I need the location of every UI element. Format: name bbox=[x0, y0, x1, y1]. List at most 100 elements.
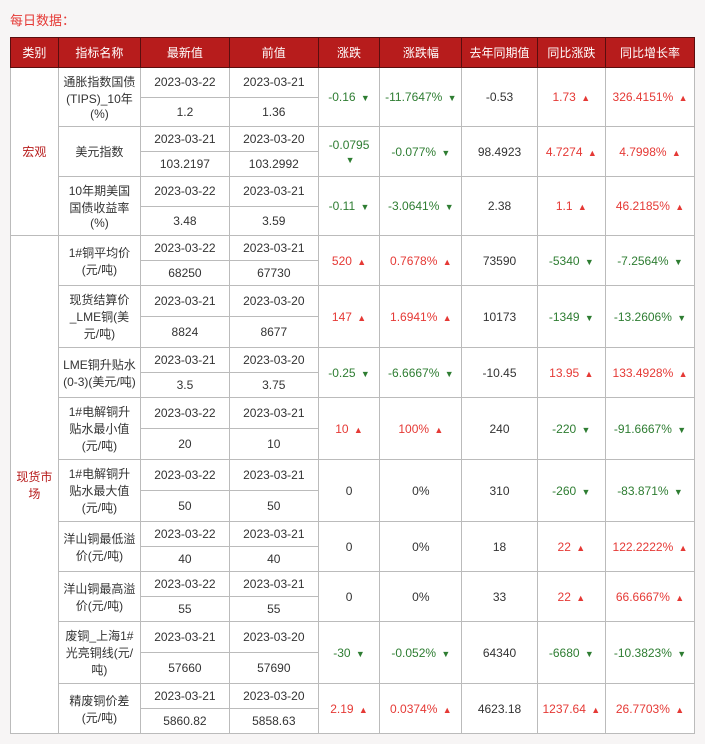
latest-value: 40 bbox=[140, 547, 229, 572]
col-header: 指标名称 bbox=[58, 38, 140, 68]
change-cell: -0.16 ▼ bbox=[318, 68, 380, 127]
data-table: 类别指标名称最新值前值涨跌涨跌幅去年同期值同比涨跌同比增长率 宏观通胀指数国债(… bbox=[10, 37, 695, 734]
latest-date: 2023-03-22 bbox=[140, 177, 229, 207]
latest-date: 2023-03-22 bbox=[140, 236, 229, 261]
prev-value: 3.59 bbox=[229, 206, 318, 236]
yoy-change-cell: 4.7274 ▲ bbox=[537, 127, 605, 177]
latest-date: 2023-03-21 bbox=[140, 286, 229, 317]
latest-value: 103.2197 bbox=[140, 152, 229, 177]
last-year-cell: 98.4923 bbox=[462, 127, 537, 177]
latest-value: 55 bbox=[140, 597, 229, 622]
indicator-name: 美元指数 bbox=[58, 127, 140, 177]
table-row: 现货市场1#铜平均价(元/吨)2023-03-222023-03-21520 ▲… bbox=[11, 236, 695, 261]
indicator-name: 现货结算价_LME铜(美元/吨) bbox=[58, 286, 140, 348]
table-row: 洋山铜最低溢价(元/吨)2023-03-222023-03-2100%1822 … bbox=[11, 522, 695, 547]
prev-value: 40 bbox=[229, 547, 318, 572]
prev-date: 2023-03-21 bbox=[229, 522, 318, 547]
prev-date: 2023-03-21 bbox=[229, 68, 318, 98]
yoy-pct-cell: 66.6667% ▲ bbox=[606, 572, 695, 622]
prev-value: 103.2992 bbox=[229, 152, 318, 177]
table-row: 1#电解铜升贴水最小值(元/吨)2023-03-222023-03-2110 ▲… bbox=[11, 398, 695, 429]
prev-date: 2023-03-20 bbox=[229, 127, 318, 152]
yoy-pct-cell: 133.4928% ▲ bbox=[606, 348, 695, 398]
prev-value: 3.75 bbox=[229, 373, 318, 398]
yoy-change-cell: -5340 ▼ bbox=[537, 236, 605, 286]
last-year-cell: 4623.18 bbox=[462, 684, 537, 734]
yoy-change-cell: 22 ▲ bbox=[537, 572, 605, 622]
yoy-change-cell: 13.95 ▲ bbox=[537, 348, 605, 398]
latest-value: 57660 bbox=[140, 653, 229, 684]
indicator-name: LME铜升贴水(0-3)(美元/吨) bbox=[58, 348, 140, 398]
latest-value: 68250 bbox=[140, 261, 229, 286]
col-header: 同比增长率 bbox=[606, 38, 695, 68]
prev-value: 57690 bbox=[229, 653, 318, 684]
yoy-pct-cell: -10.3823% ▼ bbox=[606, 622, 695, 684]
change-cell: 0 bbox=[318, 572, 380, 622]
category-cell: 现货市场 bbox=[11, 236, 59, 734]
change-pct-cell: -6.6667% ▼ bbox=[380, 348, 462, 398]
change-cell: -0.0795 ▼ bbox=[318, 127, 380, 177]
indicator-name: 废铜_上海1#光亮铜线(元/吨) bbox=[58, 622, 140, 684]
col-header: 最新值 bbox=[140, 38, 229, 68]
latest-date: 2023-03-22 bbox=[140, 68, 229, 98]
prev-value: 8677 bbox=[229, 317, 318, 348]
change-cell: 147 ▲ bbox=[318, 286, 380, 348]
latest-date: 2023-03-22 bbox=[140, 572, 229, 597]
last-year-cell: 33 bbox=[462, 572, 537, 622]
indicator-name: 1#电解铜升贴水最大值(元/吨) bbox=[58, 460, 140, 522]
change-pct-cell: 0% bbox=[380, 572, 462, 622]
yoy-change-cell: -220 ▼ bbox=[537, 398, 605, 460]
yoy-pct-cell: 122.2222% ▲ bbox=[606, 522, 695, 572]
prev-value: 1.36 bbox=[229, 97, 318, 127]
change-cell: -0.25 ▼ bbox=[318, 348, 380, 398]
table-row: 精废铜价差(元/吨)2023-03-212023-03-202.19 ▲0.03… bbox=[11, 684, 695, 709]
last-year-cell: 64340 bbox=[462, 622, 537, 684]
change-pct-cell: 0.0374% ▲ bbox=[380, 684, 462, 734]
change-pct-cell: -3.0641% ▼ bbox=[380, 177, 462, 236]
last-year-cell: 73590 bbox=[462, 236, 537, 286]
last-year-cell: 240 bbox=[462, 398, 537, 460]
change-cell: 2.19 ▲ bbox=[318, 684, 380, 734]
prev-value: 10 bbox=[229, 429, 318, 460]
yoy-pct-cell: 4.7998% ▲ bbox=[606, 127, 695, 177]
table-row: 洋山铜最高溢价(元/吨)2023-03-222023-03-2100%3322 … bbox=[11, 572, 695, 597]
prev-value: 5858.63 bbox=[229, 709, 318, 734]
latest-date: 2023-03-22 bbox=[140, 398, 229, 429]
prev-date: 2023-03-20 bbox=[229, 286, 318, 317]
table-row: 1#电解铜升贴水最大值(元/吨)2023-03-222023-03-2100%3… bbox=[11, 460, 695, 491]
indicator-name: 精废铜价差(元/吨) bbox=[58, 684, 140, 734]
yoy-change-cell: -1349 ▼ bbox=[537, 286, 605, 348]
indicator-name: 洋山铜最低溢价(元/吨) bbox=[58, 522, 140, 572]
prev-date: 2023-03-21 bbox=[229, 236, 318, 261]
yoy-change-cell: 1237.64 ▲ bbox=[537, 684, 605, 734]
change-pct-cell: -0.052% ▼ bbox=[380, 622, 462, 684]
change-cell: 10 ▲ bbox=[318, 398, 380, 460]
prev-date: 2023-03-20 bbox=[229, 684, 318, 709]
change-pct-cell: -11.7647% ▼ bbox=[380, 68, 462, 127]
latest-date: 2023-03-22 bbox=[140, 522, 229, 547]
indicator-name: 10年期美国国债收益率(%) bbox=[58, 177, 140, 236]
prev-value: 67730 bbox=[229, 261, 318, 286]
latest-value: 8824 bbox=[140, 317, 229, 348]
last-year-cell: 18 bbox=[462, 522, 537, 572]
last-year-cell: -10.45 bbox=[462, 348, 537, 398]
yoy-pct-cell: -13.2606% ▼ bbox=[606, 286, 695, 348]
prev-date: 2023-03-21 bbox=[229, 177, 318, 207]
category-cell: 宏观 bbox=[11, 68, 59, 236]
table-row: LME铜升贴水(0-3)(美元/吨)2023-03-212023-03-20-0… bbox=[11, 348, 695, 373]
change-cell: -30 ▼ bbox=[318, 622, 380, 684]
last-year-cell: 310 bbox=[462, 460, 537, 522]
latest-date: 2023-03-21 bbox=[140, 684, 229, 709]
change-cell: 0 bbox=[318, 522, 380, 572]
table-row: 现货结算价_LME铜(美元/吨)2023-03-212023-03-20147 … bbox=[11, 286, 695, 317]
indicator-name: 通胀指数国债(TIPS)_10年(%) bbox=[58, 68, 140, 127]
latest-date: 2023-03-21 bbox=[140, 127, 229, 152]
change-cell: 0 bbox=[318, 460, 380, 522]
prev-value: 55 bbox=[229, 597, 318, 622]
change-cell: 520 ▲ bbox=[318, 236, 380, 286]
last-year-cell: 2.38 bbox=[462, 177, 537, 236]
col-header: 涨跌 bbox=[318, 38, 380, 68]
last-year-cell: 10173 bbox=[462, 286, 537, 348]
change-pct-cell: -0.077% ▼ bbox=[380, 127, 462, 177]
col-header: 类别 bbox=[11, 38, 59, 68]
